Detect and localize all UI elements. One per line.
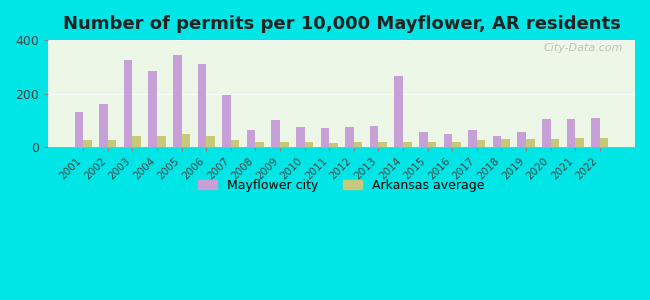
Bar xyxy=(452,142,461,147)
Legend: Mayflower city, Arkansas average: Mayflower city, Arkansas average xyxy=(193,173,489,196)
Bar xyxy=(329,143,338,147)
Bar xyxy=(551,139,559,147)
Bar xyxy=(181,134,190,147)
Bar xyxy=(526,139,534,147)
Bar xyxy=(222,95,231,147)
Bar xyxy=(133,136,141,147)
Bar xyxy=(148,71,157,147)
Bar xyxy=(443,134,452,147)
Bar xyxy=(305,142,313,147)
Bar xyxy=(231,140,239,147)
Bar xyxy=(99,104,108,147)
Bar xyxy=(255,142,264,147)
Bar xyxy=(345,127,354,147)
Bar xyxy=(280,142,289,147)
Bar xyxy=(247,130,255,147)
Bar xyxy=(108,140,116,147)
Title: Number of permits per 10,000 Mayflower, AR residents: Number of permits per 10,000 Mayflower, … xyxy=(62,15,620,33)
Bar xyxy=(124,60,133,147)
Bar xyxy=(476,140,486,147)
Bar xyxy=(354,142,362,147)
Bar xyxy=(501,139,510,147)
Bar xyxy=(395,76,403,147)
Bar xyxy=(271,120,280,147)
Bar xyxy=(600,138,608,147)
Bar xyxy=(206,136,215,147)
Bar xyxy=(468,130,476,147)
Bar xyxy=(428,142,436,147)
Bar xyxy=(517,132,526,147)
Bar xyxy=(370,126,378,147)
Text: City-Data.com: City-Data.com xyxy=(544,43,623,53)
Bar xyxy=(591,118,600,147)
Bar xyxy=(296,127,305,147)
Bar xyxy=(83,140,92,147)
Bar xyxy=(567,119,575,147)
Bar xyxy=(157,136,166,147)
Bar xyxy=(75,112,83,147)
Bar xyxy=(542,119,551,147)
Bar xyxy=(320,128,329,147)
Bar xyxy=(575,138,584,147)
Bar xyxy=(493,136,501,147)
Bar xyxy=(378,142,387,147)
Bar xyxy=(403,142,411,147)
Bar xyxy=(173,55,181,147)
Bar xyxy=(198,64,206,147)
Bar xyxy=(419,132,428,147)
